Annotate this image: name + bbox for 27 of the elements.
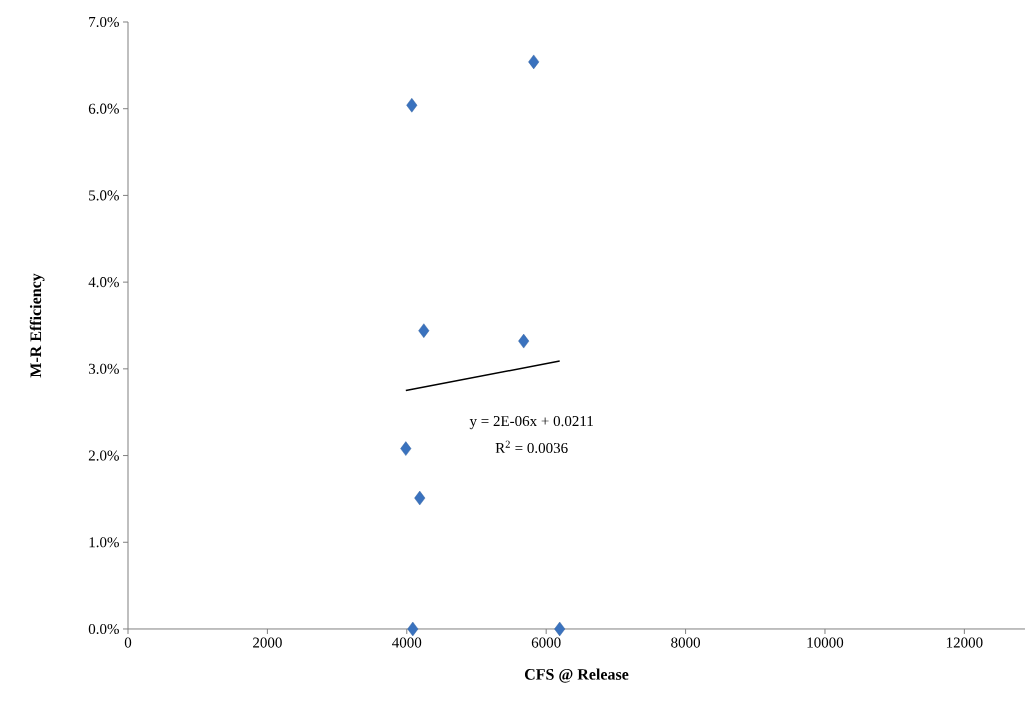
x-tick-label: 10000: [807, 637, 844, 648]
y-tick-label: 5.0%: [89, 190, 119, 201]
y-axis-title: M-R Efficiency: [29, 273, 45, 378]
x-tick-label: 6000: [531, 637, 561, 648]
y-tick-label: 4.0%: [88, 277, 119, 288]
annotation: y = 2E-06x + 0.0211: [469, 416, 593, 430]
x-tick-label: 0: [124, 637, 132, 648]
y-tick-label: 1.0%: [89, 537, 119, 548]
x-tick-label: 2000: [253, 637, 282, 648]
point: [406, 98, 418, 113]
y-tick-label: 7.0%: [89, 16, 119, 28]
point: [528, 54, 540, 70]
point: [414, 490, 426, 506]
point: [418, 323, 430, 338]
y-tick-label: 6.0%: [88, 103, 119, 114]
x-tick-label: 4000: [392, 637, 422, 648]
y-tick-label: 2.0%: [88, 450, 119, 461]
point: [400, 441, 412, 456]
y-tick-label: 0.0%: [88, 623, 119, 635]
point: [518, 333, 530, 349]
x-tick-label: 12000: [946, 637, 983, 648]
point: [407, 621, 419, 637]
annotation: R$^{2}$ = 0.0036: [495, 440, 568, 454]
x-tick-label: 8000: [671, 637, 701, 648]
x-axis-title: CFS @ Release: [524, 668, 629, 683]
point: [554, 621, 566, 637]
y-tick-label: 3.0%: [88, 363, 119, 374]
